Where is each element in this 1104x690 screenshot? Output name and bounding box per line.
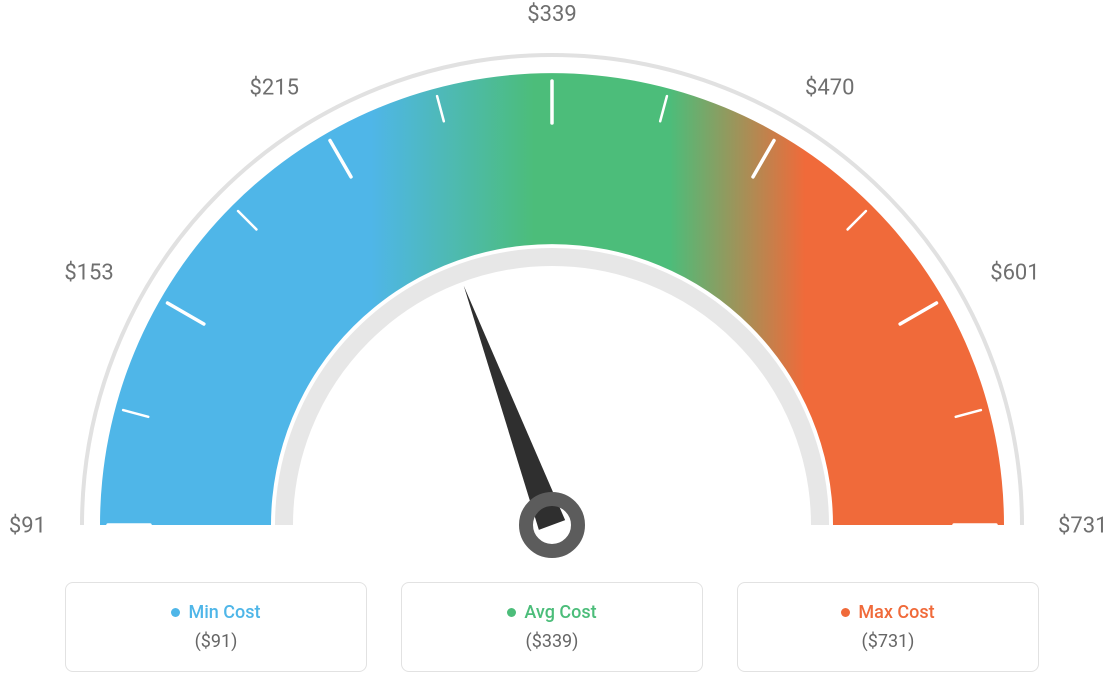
legend-value-min: ($91) — [195, 631, 238, 652]
gauge-chart-container: $91 $153 $215 $339 $470 $601 $731 Min Cost ($9… — [0, 0, 1104, 690]
legend-title-min: Min Cost — [188, 602, 260, 623]
tick-label: $601 — [990, 261, 1039, 286]
gauge-arc — [100, 73, 1004, 525]
legend-title-avg: Avg Cost — [524, 602, 596, 623]
legend-card-max: Max Cost ($731) — [737, 582, 1039, 672]
tick-label: $470 — [805, 75, 854, 100]
tick-label: $731 — [1058, 514, 1104, 539]
legend-dot-avg — [507, 608, 516, 617]
legend-card-min: Min Cost ($91) — [65, 582, 367, 672]
legend-title-max: Max Cost — [858, 602, 934, 623]
tick-label: $91 — [9, 514, 46, 539]
tick-label: $215 — [250, 75, 299, 100]
tick-label: $153 — [64, 261, 113, 286]
legend-row: Min Cost ($91) Avg Cost ($339) Max Cost … — [0, 582, 1104, 672]
legend-card-avg: Avg Cost ($339) — [401, 582, 703, 672]
legend-dot-min — [171, 608, 180, 617]
legend-dot-max — [841, 608, 850, 617]
legend-value-avg: ($339) — [526, 631, 579, 652]
tick-label: $339 — [527, 2, 576, 27]
legend-value-max: ($731) — [862, 631, 915, 652]
